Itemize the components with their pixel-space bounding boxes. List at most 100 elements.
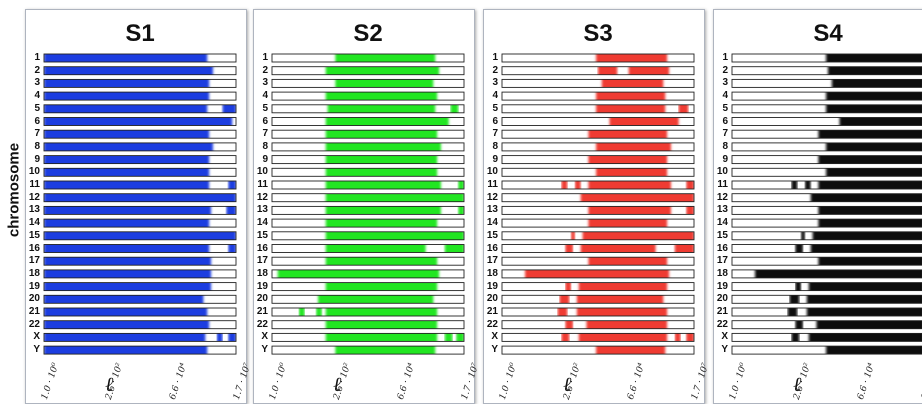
chromosome-row bbox=[325, 333, 464, 342]
segment-mark bbox=[44, 54, 208, 62]
chromosome-bar-outline bbox=[271, 193, 465, 203]
segment-mark bbox=[325, 206, 441, 215]
chromosome-row bbox=[44, 168, 210, 177]
chromosome-bar-outline bbox=[43, 180, 237, 190]
chromosome-row bbox=[601, 79, 664, 88]
segment-mark bbox=[44, 206, 212, 215]
segment-mark bbox=[586, 320, 668, 329]
chromosome-label: 12 bbox=[486, 191, 498, 203]
chromosome-row bbox=[318, 295, 434, 304]
chromosome-bar-outline bbox=[501, 117, 695, 126]
chromosome-label: 1 bbox=[34, 52, 40, 63]
chromosome-label: 8 bbox=[262, 140, 268, 152]
segment-mark bbox=[804, 181, 811, 189]
chromosome-bar-outline bbox=[271, 231, 465, 241]
chromosome-row bbox=[580, 193, 694, 202]
chromosome-row bbox=[588, 257, 668, 266]
chromosome-label: 19 bbox=[28, 280, 40, 292]
segment-mark bbox=[795, 244, 804, 253]
segment-mark bbox=[325, 333, 438, 342]
segment-mark bbox=[444, 244, 464, 253]
chromosome-bar-outline bbox=[43, 218, 237, 228]
segment-mark bbox=[44, 219, 210, 228]
chromosome-label: 18 bbox=[486, 267, 498, 279]
chromosome-label: 2 bbox=[34, 64, 40, 76]
chromosome-row bbox=[596, 54, 668, 62]
segment-mark bbox=[582, 231, 694, 240]
chromosome-bar-outline bbox=[43, 155, 237, 165]
chromosome-bar-outline bbox=[731, 117, 922, 126]
chromosome-label: 3 bbox=[492, 77, 498, 89]
segment-mark bbox=[325, 155, 438, 164]
segment-mark bbox=[565, 244, 574, 253]
segment-mark bbox=[44, 142, 213, 151]
chromosome-bar-outline bbox=[731, 294, 922, 304]
segment-mark bbox=[826, 104, 922, 113]
segment-mark bbox=[525, 269, 670, 278]
chromosome-row bbox=[325, 168, 438, 177]
segment-mark bbox=[839, 117, 922, 126]
segment-mark bbox=[325, 181, 441, 189]
segment-mark bbox=[826, 346, 922, 355]
chromosome-label: 12 bbox=[256, 191, 268, 203]
chromosome-row bbox=[810, 193, 922, 202]
chromosome-bar-outline bbox=[731, 205, 922, 215]
segment-mark bbox=[831, 79, 922, 88]
segment-mark bbox=[222, 104, 236, 113]
chromosome-row bbox=[325, 117, 449, 126]
chromosome-row bbox=[44, 346, 208, 355]
chromosome-bar-outline bbox=[501, 91, 695, 101]
segment-mark bbox=[588, 206, 671, 215]
chromosome-row bbox=[44, 142, 213, 151]
x-axis-label: ℓ bbox=[563, 372, 572, 396]
chromosome-row bbox=[789, 295, 922, 304]
chromosome-label: 8 bbox=[34, 140, 40, 152]
chromosome-label: 3 bbox=[722, 77, 728, 89]
segment-mark bbox=[576, 308, 668, 316]
chromosome-label: 14 bbox=[486, 217, 498, 229]
chromosome-row bbox=[44, 244, 236, 253]
segment-mark bbox=[327, 104, 436, 113]
segment-mark bbox=[588, 155, 668, 164]
segment-mark bbox=[44, 257, 212, 266]
chromosome-row bbox=[325, 282, 438, 291]
segment-mark bbox=[561, 333, 570, 342]
chromosome-row bbox=[801, 231, 922, 240]
chromosome-row bbox=[596, 142, 671, 151]
chromosome-label: 10 bbox=[716, 166, 728, 178]
segment-mark bbox=[686, 206, 694, 215]
chromosome-row bbox=[826, 168, 922, 177]
chromosome-label: 11 bbox=[487, 179, 498, 190]
segment-mark bbox=[580, 244, 656, 253]
segment-mark bbox=[44, 168, 210, 177]
chromosome-bar-outline bbox=[501, 244, 695, 253]
segment-mark bbox=[325, 219, 438, 228]
chromosome-label: 17 bbox=[486, 255, 498, 267]
chromosome-bar-outline bbox=[43, 193, 237, 203]
chromosome-label: 8 bbox=[492, 140, 498, 152]
chromosome-bar-outline bbox=[271, 332, 465, 342]
chromosome-row bbox=[571, 231, 694, 240]
segment-mark bbox=[318, 295, 434, 304]
chromosome-row bbox=[596, 346, 666, 355]
chromosome-label: 22 bbox=[28, 318, 40, 330]
chromosome-label: 15 bbox=[256, 229, 268, 241]
x-axis-label: ℓ bbox=[105, 372, 114, 396]
chromosome-bar-outline bbox=[731, 180, 922, 190]
chromosome-row bbox=[335, 346, 436, 355]
chromosome-label: 15 bbox=[28, 229, 40, 241]
chromosome-row bbox=[325, 244, 464, 253]
chromosome-row bbox=[795, 320, 922, 329]
chromosome-row bbox=[325, 130, 438, 139]
chromosome-row bbox=[565, 244, 694, 253]
chromosome-label: 9 bbox=[34, 153, 40, 165]
chromosome-label: 21 bbox=[256, 306, 268, 317]
segment-mark bbox=[325, 231, 464, 240]
chromosome-bar-outline bbox=[271, 129, 465, 139]
chromosome-label: 2 bbox=[262, 64, 268, 76]
chromosome-bar-outline bbox=[731, 129, 922, 139]
segment-mark bbox=[806, 295, 922, 304]
chromosome-label: 19 bbox=[256, 280, 268, 292]
segment-mark bbox=[325, 257, 438, 266]
segment-mark bbox=[559, 295, 570, 304]
